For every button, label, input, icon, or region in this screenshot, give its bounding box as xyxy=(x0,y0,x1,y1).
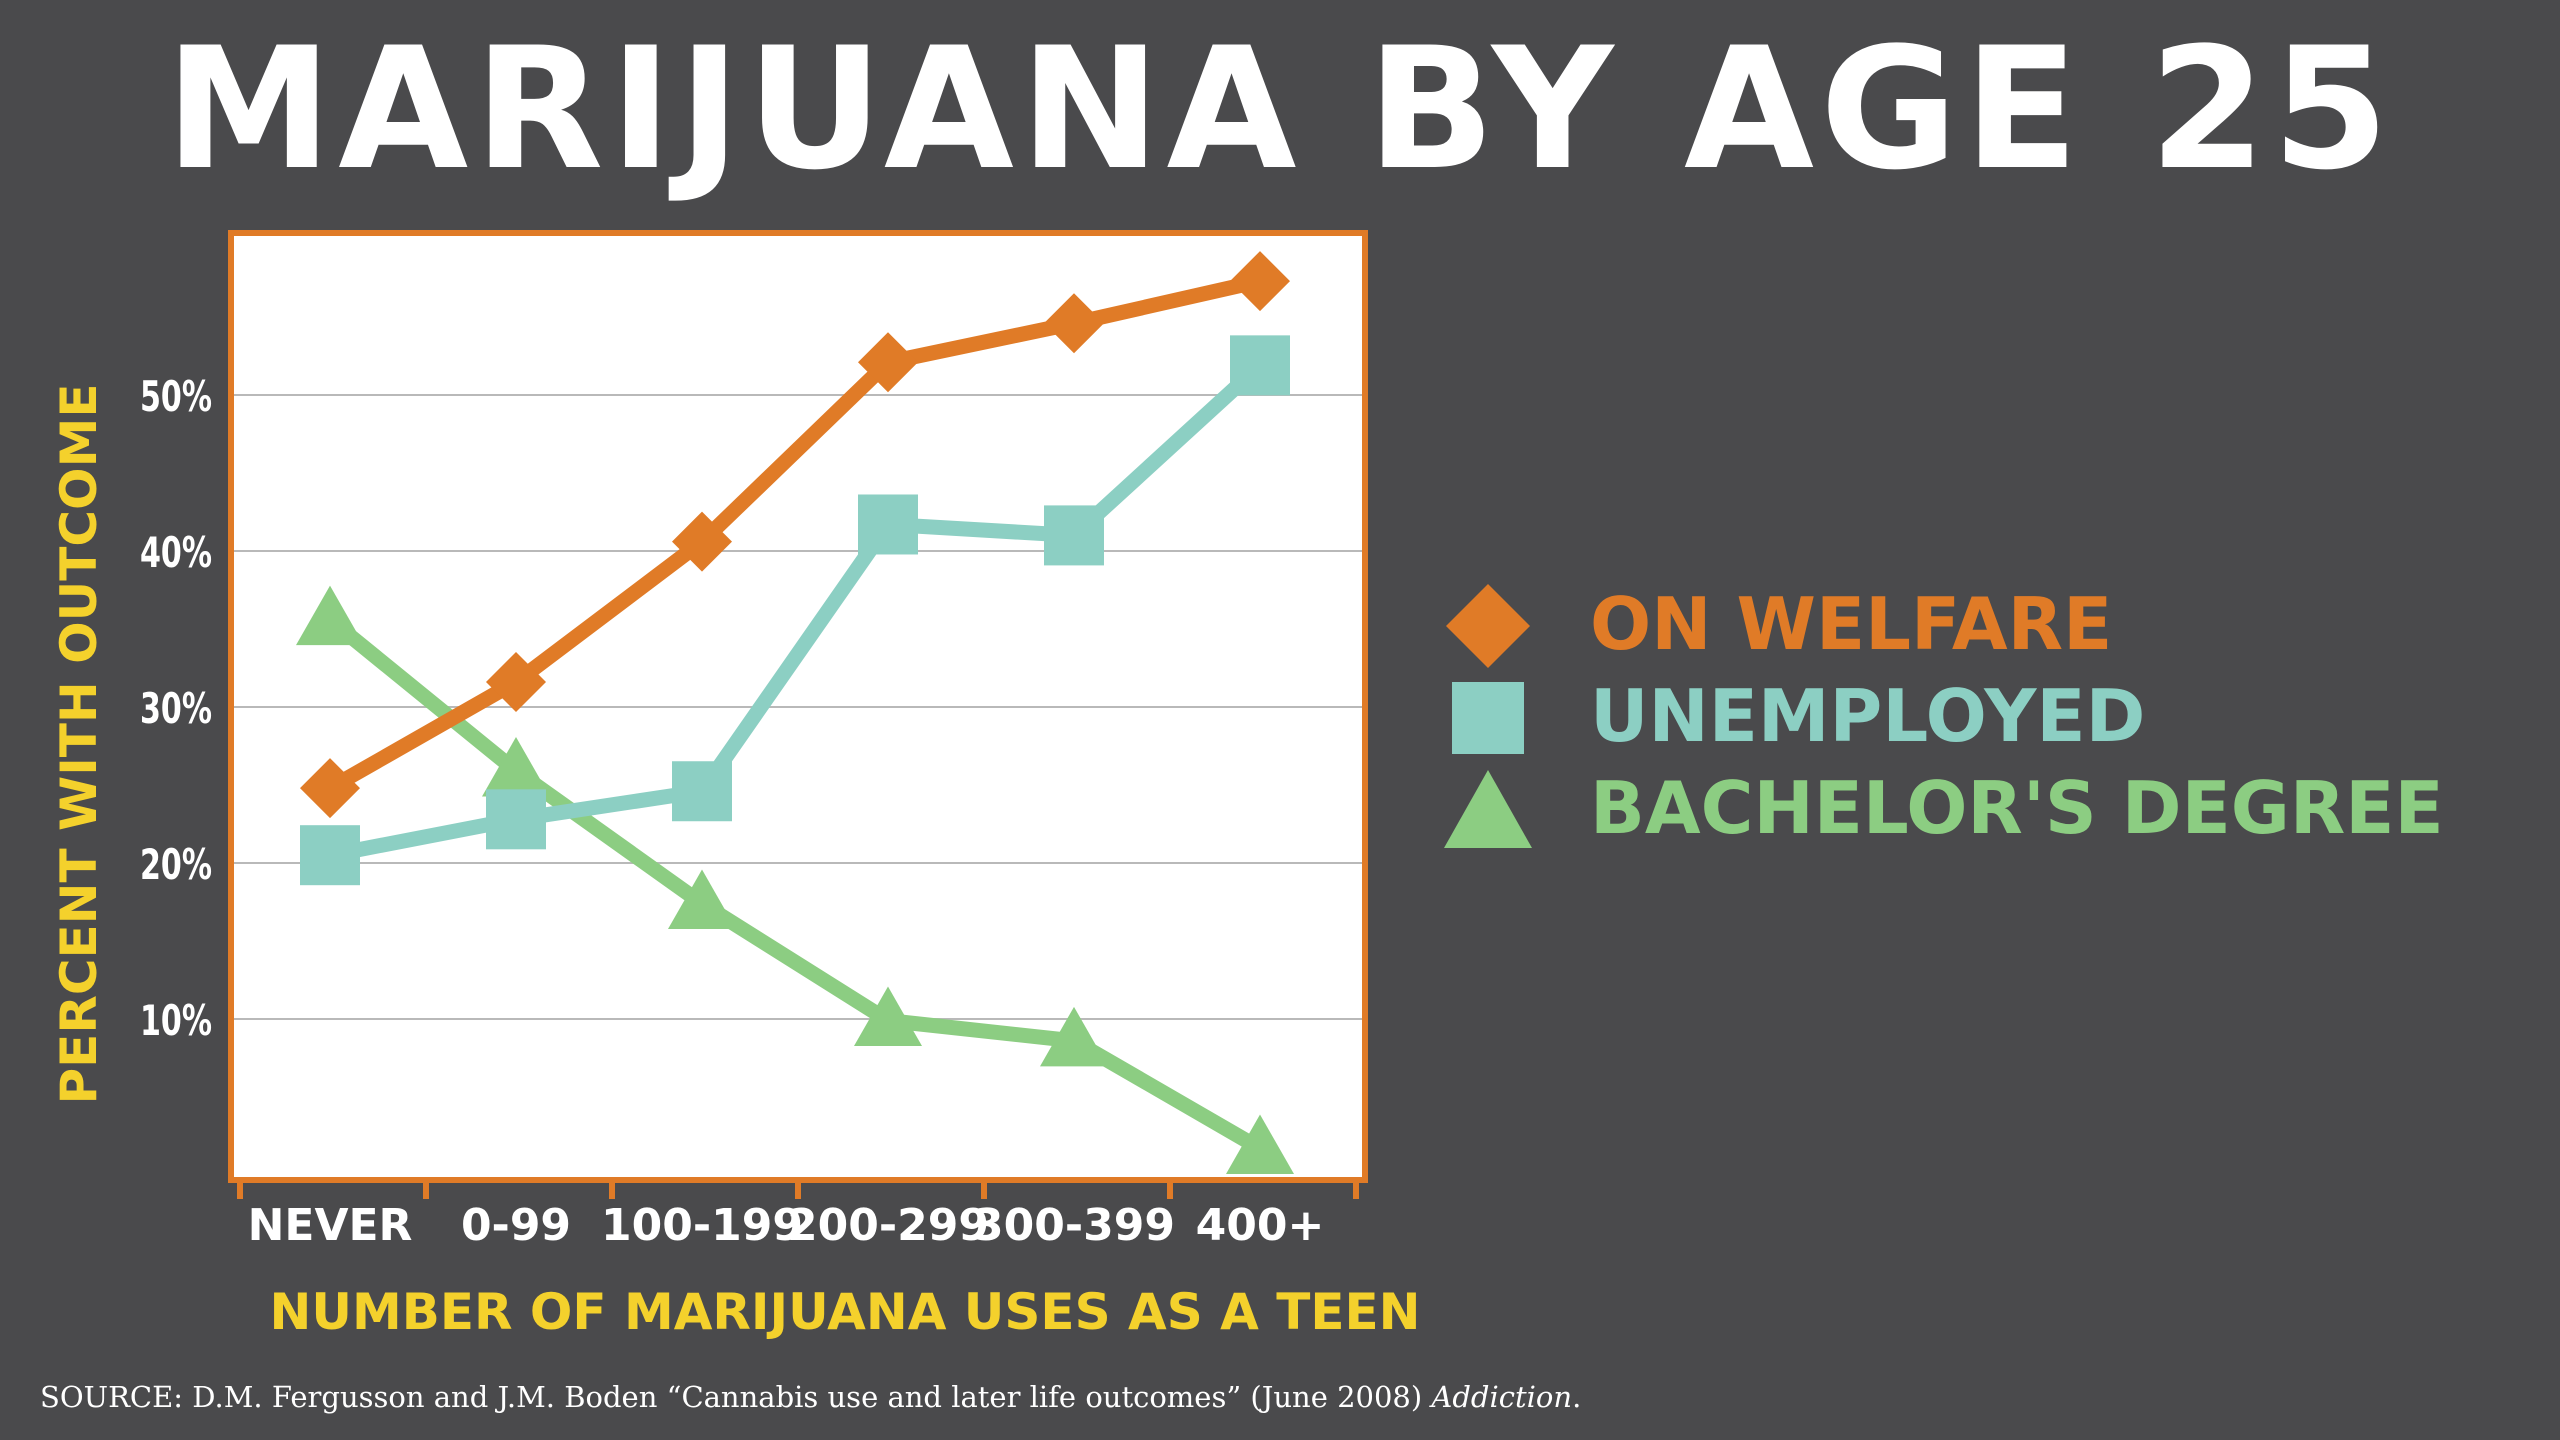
x-tick-label: 300-399 xyxy=(973,1200,1175,1251)
legend-item-unemployed: UNEMPLOYED xyxy=(1440,672,2530,764)
data-point xyxy=(1230,251,1290,312)
data-point xyxy=(672,511,732,572)
data-point xyxy=(300,825,360,886)
y-tick-label: 50% xyxy=(140,372,212,421)
source-text: SOURCE: D.M. Fergusson and J.M. Boden “C… xyxy=(40,1380,1432,1414)
y-axis-label: PERCENT WITH OUTCOME xyxy=(50,384,108,1105)
y-tick-label: 30% xyxy=(140,684,212,733)
data-point xyxy=(300,758,360,819)
plot-frame xyxy=(228,230,1368,1183)
legend: ON WELFARE UNEMPLOYED BACHELOR'S DEGREE xyxy=(1440,580,2530,856)
series-line xyxy=(322,273,1268,796)
x-tick-label: 100-199 xyxy=(601,1200,803,1251)
series-line xyxy=(322,357,1268,863)
x-tick-label: 0-99 xyxy=(461,1200,571,1251)
x-tick-label: 200-299 xyxy=(787,1200,989,1251)
data-point xyxy=(296,585,364,646)
source-journal: Addiction xyxy=(1431,1380,1573,1414)
data-point xyxy=(482,736,550,797)
series-layer xyxy=(296,251,1294,1174)
data-point xyxy=(858,332,918,393)
chart-title: MARIJUANA BY AGE 25 xyxy=(165,11,2395,207)
source-end: . xyxy=(1572,1380,1582,1414)
data-point xyxy=(486,652,546,713)
data-point xyxy=(1226,1114,1294,1174)
y-tick-label: 20% xyxy=(140,840,212,889)
x-tick-label: 400+ xyxy=(1196,1200,1325,1251)
y-tick-label: 40% xyxy=(140,528,212,577)
legend-label-bachelors-degree: BACHELOR'S DEGREE xyxy=(1590,766,2444,850)
data-point xyxy=(1230,335,1290,396)
x-axis-label: NUMBER OF MARIJUANA USES AS A TEEN xyxy=(270,1283,1421,1341)
y-axis: 10% 20% 30% 40% 50% xyxy=(140,372,212,1045)
data-point xyxy=(668,869,736,930)
series-line xyxy=(322,612,1268,1156)
data-point xyxy=(1040,1006,1108,1067)
data-point xyxy=(854,986,922,1047)
y-tick-label: 10% xyxy=(140,996,212,1045)
diamond-icon xyxy=(1446,584,1530,668)
source-note: SOURCE: D.M. Fergusson and J.M. Boden “C… xyxy=(40,1380,1581,1414)
data-point xyxy=(1044,293,1104,354)
data-point xyxy=(672,761,732,822)
legend-item-on-welfare: ON WELFARE xyxy=(1440,580,2530,672)
data-point xyxy=(858,494,918,555)
gridlines xyxy=(231,394,1365,1020)
legend-item-bachelors-degree: BACHELOR'S DEGREE xyxy=(1440,764,2530,856)
legend-label-unemployed: UNEMPLOYED xyxy=(1590,674,2146,758)
x-tick-label: NEVER xyxy=(248,1200,413,1251)
legend-label-on-welfare: ON WELFARE xyxy=(1590,582,2113,666)
data-point xyxy=(1044,505,1104,566)
data-point xyxy=(486,789,546,850)
triangle-icon xyxy=(1444,770,1532,848)
square-icon xyxy=(1452,682,1524,754)
